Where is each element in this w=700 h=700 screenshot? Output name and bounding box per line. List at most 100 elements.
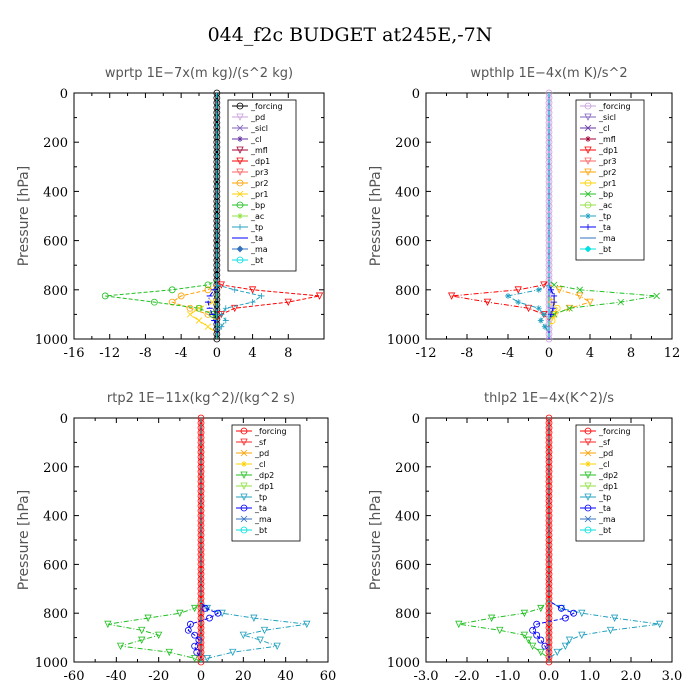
legend-label: _ac <box>598 201 612 210</box>
data-point <box>138 636 146 644</box>
legend-marker <box>236 168 244 176</box>
data-point <box>201 604 209 612</box>
legend-label: _bt <box>250 256 263 265</box>
legend-label: _cl <box>254 460 266 469</box>
legend-marker <box>236 124 244 132</box>
y-tick-label: 0 <box>60 87 68 102</box>
legend-label: _tp <box>250 223 263 232</box>
legend-label: _forcing <box>598 102 631 111</box>
x-tick-label: -40 <box>106 669 127 684</box>
legend-label: _pr2 <box>598 168 616 177</box>
data-point <box>483 298 492 306</box>
data-point <box>535 286 542 293</box>
data-point <box>104 620 112 629</box>
y-tick-label: 600 <box>43 235 68 250</box>
legend-marker <box>585 213 591 219</box>
legend-label: _bt <box>254 526 267 535</box>
series-line <box>548 418 660 662</box>
legend-marker <box>240 449 248 457</box>
legend-label: _ma <box>598 515 616 524</box>
series-line <box>107 418 202 663</box>
legend-marker <box>584 449 592 457</box>
legend-label: _bt <box>598 526 611 535</box>
legend-marker <box>236 245 244 253</box>
legend-marker <box>237 213 243 219</box>
legend-marker <box>240 493 248 501</box>
legend-label: _pr3 <box>250 168 268 177</box>
data-point <box>533 620 541 628</box>
legend-label: _sicl <box>598 113 616 122</box>
data-point <box>191 642 199 650</box>
data-point <box>217 281 225 289</box>
data-point <box>177 292 185 300</box>
legend: _forcing _sicl _cl _mfl _dp1 _pr3 _pr2 _pr1 _bp _… <box>575 99 645 261</box>
x-tick-label: -1.0 <box>495 669 520 684</box>
panel-2: wpthlp 1E−4x(m K)/s^2 Pressure [hPa] 0 200 4… <box>368 66 680 361</box>
legend-marker <box>584 526 592 534</box>
legend-marker <box>240 504 248 512</box>
legend-marker <box>584 438 592 446</box>
legend-marker <box>584 201 592 209</box>
y-tick-label: 0 <box>412 412 420 427</box>
data-point <box>195 317 203 324</box>
data-point <box>209 298 216 306</box>
data-point <box>239 631 247 640</box>
data-point <box>576 286 584 294</box>
legend-marker <box>241 461 247 467</box>
legend-label: _pr2 <box>250 179 268 188</box>
series-dp2 <box>104 418 202 663</box>
data-point <box>524 636 533 644</box>
legend-label: _tp <box>254 493 267 502</box>
data-point <box>455 620 463 629</box>
y-tick-label: 1000 <box>35 656 68 671</box>
y-tick-label: 800 <box>395 284 420 299</box>
legend-label: _pr3 <box>598 157 616 166</box>
data-point <box>551 299 558 306</box>
series-pr1 <box>186 93 218 339</box>
legend-marker <box>584 179 592 187</box>
y-tick-label: 200 <box>43 461 68 476</box>
x-tick-label: -8 <box>139 346 152 361</box>
legend-marker <box>584 493 592 501</box>
zero-profile-marker <box>213 271 221 279</box>
data-point <box>653 292 660 300</box>
data-point <box>487 614 496 622</box>
x-tick-label: 8 <box>627 346 635 361</box>
x-tick-label: 12 <box>664 346 681 361</box>
data-point <box>550 281 558 289</box>
legend-marker <box>584 102 592 110</box>
data-point <box>610 614 619 622</box>
legend-label: _dp1 <box>254 482 274 491</box>
data-point <box>576 292 584 300</box>
data-point <box>218 323 225 330</box>
data-point <box>168 286 176 294</box>
zero-profile-marker <box>213 242 221 249</box>
data-point <box>231 304 239 313</box>
series-tp <box>200 418 311 663</box>
data-point <box>537 317 544 324</box>
legend-label: _pd <box>598 449 613 458</box>
data-point <box>284 298 292 306</box>
data-point <box>561 642 570 651</box>
legend-label: _pr1 <box>250 190 268 199</box>
data-point <box>138 626 146 635</box>
data-point <box>537 636 545 644</box>
panel-title: wpthlp 1E−4x(m K)/s^2 <box>470 66 627 81</box>
legend-marker <box>584 157 592 165</box>
legend-marker <box>584 245 592 253</box>
panel-1: wprtp 1E−7x(m kg)/(s^2 kg) Pressure [hPa]… <box>16 66 325 361</box>
y-tick-label: 600 <box>43 558 68 573</box>
data-point <box>514 286 522 294</box>
data-point <box>540 311 547 318</box>
data-point <box>204 286 212 294</box>
data-point <box>186 311 194 318</box>
data-point <box>562 614 569 622</box>
data-point <box>515 299 522 306</box>
data-point <box>541 323 548 330</box>
x-tick-label: 3.0 <box>662 669 683 684</box>
panel-title: rtp2 1E−11x(kg^2)/(kg^2 s) <box>107 391 295 406</box>
y-tick-label: 1000 <box>387 333 420 348</box>
data-point <box>168 298 176 306</box>
series-bp <box>548 93 660 339</box>
data-point <box>551 292 558 299</box>
